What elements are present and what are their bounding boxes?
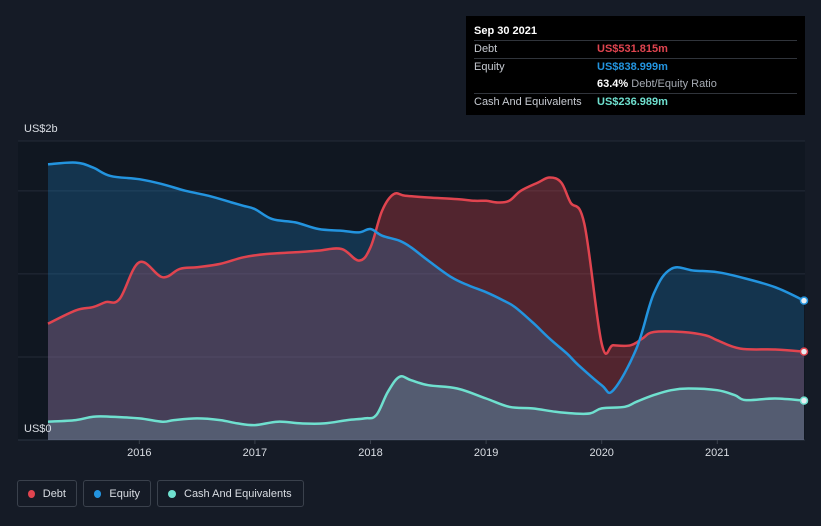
cash-line (47, 375, 805, 427)
legend-debt[interactable]: Debt (17, 480, 77, 507)
legend-cash-label: Cash And Equivalents (184, 487, 292, 500)
x-tick-label: 2020 (589, 447, 613, 459)
grid-lines (18, 140, 805, 441)
legend-equity-dot-icon (94, 489, 102, 498)
equity-end-marker (799, 296, 809, 305)
tooltip-panel: Sep 30 2021 Debt US$531.815m Equity US$8… (466, 16, 805, 115)
series-lines (47, 161, 805, 427)
tooltip-debt-value: US$531.815m (597, 43, 668, 55)
x-tick-label: 2018 (358, 447, 382, 459)
debt-area-fill (48, 177, 804, 440)
series-end-markers (799, 296, 809, 405)
equity-area-fill (48, 162, 804, 440)
y-tick-label-top: US$2b (24, 123, 58, 135)
tooltip-ratio-label: Debt/Equity Ratio (631, 78, 717, 90)
tooltip-row-equity: Equity US$838.999m (474, 58, 797, 76)
tooltip-debt-label: Debt (474, 43, 498, 55)
legend-debt-dot-icon (28, 489, 35, 498)
y-tick-label-bottom: US$0 (24, 423, 52, 435)
tooltip-row-debt: Debt US$531.815m (474, 40, 797, 58)
tooltip-row-cash: Cash And Equivalents US$236.989m (474, 93, 797, 111)
legend-cash[interactable]: Cash And Equivalents (157, 480, 304, 507)
tooltip-ratio-value: 63.4% (597, 78, 629, 90)
debt-area (48, 177, 804, 440)
equity-line (47, 161, 805, 395)
x-tick-label: 2017 (243, 447, 267, 459)
debt-line (47, 176, 805, 355)
tooltip-equity-value: US$838.999m (597, 61, 668, 73)
x-axis-ticks: 2016 2017 2018 2019 2020 2021 (127, 440, 730, 459)
tooltip-date: Sep 30 2021 (474, 25, 537, 37)
cash-end-marker (799, 396, 809, 405)
tooltip-equity-label: Equity (474, 61, 505, 73)
tooltip-cash-value: US$236.989m (597, 96, 668, 108)
legend-equity[interactable]: Equity (83, 480, 151, 507)
legend-cash-dot-icon (168, 489, 176, 498)
legend-debt-label: Debt (42, 487, 66, 500)
tooltip-cash-label: Cash And Equivalents (474, 96, 582, 108)
debt-end-marker (799, 347, 809, 356)
tooltip-row-ratio: 63.4% Debt/Equity Ratio (474, 76, 797, 93)
x-tick-label: 2019 (474, 447, 498, 459)
x-tick-label: 2021 (705, 447, 729, 459)
equity-area (48, 162, 804, 440)
x-tick-label: 2016 (127, 447, 151, 459)
legend-equity-label: Equity (109, 487, 140, 500)
